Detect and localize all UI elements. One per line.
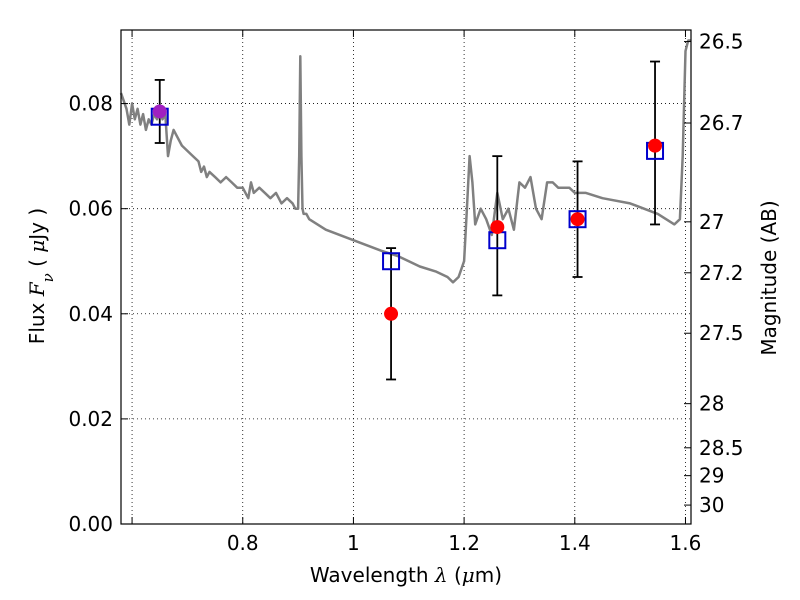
- spectrum-line: [119, 39, 691, 284]
- observed-point: [648, 138, 663, 153]
- x-axis-label: Wavelength λ (μm): [310, 563, 502, 587]
- x-tick-label: 0.8: [227, 531, 259, 555]
- observed-point: [384, 306, 399, 321]
- y2-tick-label: 28: [699, 392, 724, 416]
- y2-axis-ticks: 26.5 26.7 27 27.2 27.5 28 28.5 29 30: [684, 30, 744, 517]
- y2-tick-label: 27.5: [699, 321, 744, 345]
- plot-frame: [120, 29, 692, 525]
- model-spectrum: [119, 39, 691, 284]
- x-tick-label: 1.6: [670, 531, 702, 555]
- y2-axis-label: Magnitude (AB): [757, 200, 781, 355]
- y2-tick-label: 26.7: [699, 111, 744, 135]
- y2-tick-label: 28.5: [699, 436, 744, 460]
- y-axis-ticks: 0.00 0.02 0.04 0.06 0.08: [68, 92, 128, 536]
- observed-markers: [152, 104, 663, 321]
- grid-lines: [121, 30, 691, 524]
- y2-tick-label: 29: [699, 464, 724, 488]
- y2-tick-label: 30: [699, 493, 724, 517]
- y2-tick-label: 27.2: [699, 261, 744, 285]
- y-tick-label: 0.02: [68, 407, 113, 431]
- y-tick-label: 0.08: [68, 92, 113, 116]
- y-axis-label: Flux Fν ( μJy ): [25, 208, 57, 344]
- y2-tick-label: 27: [699, 210, 724, 234]
- observed-point: [490, 220, 505, 235]
- x-tick-label: 1.4: [559, 531, 591, 555]
- y-tick-label: 0.04: [68, 302, 113, 326]
- y2-tick-label: 26.5: [699, 30, 744, 54]
- y-tick-label: 0.06: [68, 197, 113, 221]
- observed-point: [152, 104, 167, 119]
- model-band-marker: [382, 252, 401, 271]
- x-axis-ticks: 0.8 1 1.2 1.4 1.6: [131, 30, 702, 555]
- model-band-marker: [568, 210, 587, 229]
- x-tick-label: 1: [347, 531, 360, 555]
- y-tick-label: 0.00: [68, 512, 113, 536]
- x-tick-label: 1.2: [448, 531, 480, 555]
- observed-point: [570, 212, 585, 227]
- model-band-markers: [150, 107, 665, 271]
